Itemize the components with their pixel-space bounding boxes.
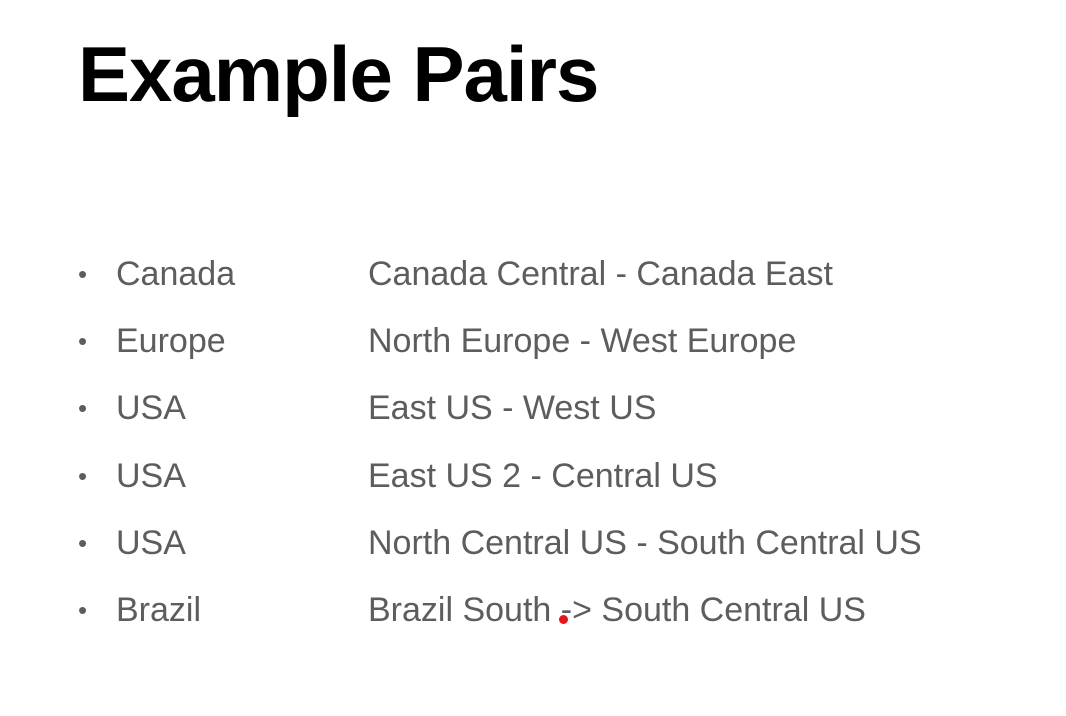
list-item: • USA East US 2 - Central US xyxy=(76,442,922,509)
list-item: • Canada Canada Central - Canada East xyxy=(76,240,922,307)
region-pairs-list: • Canada Canada Central - Canada East • … xyxy=(76,240,922,644)
region-pairing: East US 2 - Central US xyxy=(368,456,718,495)
list-item: • Brazil Brazil South -> South Central U… xyxy=(76,576,922,643)
bullet-icon: • xyxy=(78,325,88,356)
bullet-icon: • xyxy=(78,527,88,558)
bullet-icon: • xyxy=(78,595,88,626)
list-item: • USA North Central US - South Central U… xyxy=(76,509,922,576)
bullet-icon: • xyxy=(78,393,88,424)
region-pairing: North Central US - South Central US xyxy=(368,523,922,562)
region-name: USA xyxy=(116,389,186,428)
region-name: USA xyxy=(116,456,186,495)
bullet-icon: • xyxy=(78,460,88,491)
region-pairing: North Europe - West Europe xyxy=(368,321,797,360)
region-name: Brazil xyxy=(116,591,202,630)
region-name: USA xyxy=(116,523,186,562)
bullet-icon: • xyxy=(78,258,88,289)
list-item: • USA East US - West US xyxy=(76,375,922,442)
laser-pointer-icon xyxy=(559,615,568,624)
slide-title: Example Pairs xyxy=(78,30,599,118)
list-item: • Europe North Europe - West Europe xyxy=(76,307,922,374)
region-pairing: East US - West US xyxy=(368,389,657,428)
region-pairing: Brazil South -> South Central US xyxy=(368,591,866,630)
region-name: Europe xyxy=(116,321,226,360)
region-name: Canada xyxy=(116,254,236,293)
region-pairing: Canada Central - Canada East xyxy=(368,254,833,293)
